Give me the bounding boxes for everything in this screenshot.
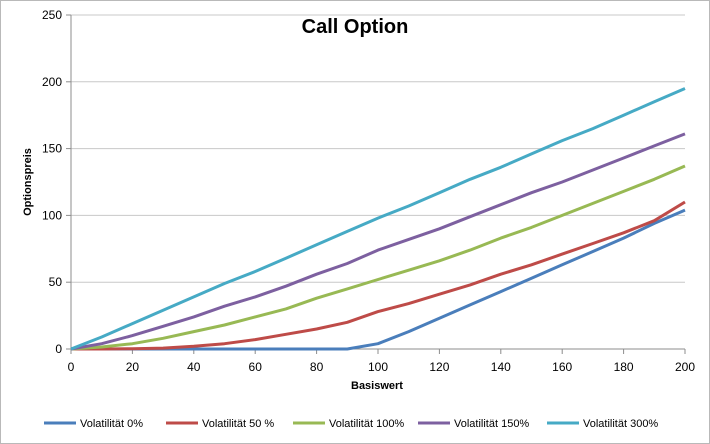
- y-tick-label: 250: [42, 8, 62, 22]
- series-line-5: [70, 87, 686, 351]
- gridlines: [71, 14, 685, 283]
- series-line-4: [70, 132, 686, 351]
- x-tick-label: 80: [310, 360, 324, 374]
- x-tick-label: 100: [368, 360, 388, 374]
- chart-title: Call Option: [302, 16, 409, 38]
- legend: Volatilität 0% Volatilität 50 % Volatilitä…: [44, 418, 658, 430]
- x-tick-label: 0: [68, 360, 75, 374]
- legend-label: Volatilität 300%: [583, 418, 658, 430]
- legend-label: Volatilität 100%: [329, 418, 404, 430]
- y-tick-label: 50: [49, 275, 63, 289]
- x-axis-title: Basiswert: [351, 380, 403, 392]
- x-tick-label: 20: [126, 360, 140, 374]
- x-tick-label: 60: [249, 360, 263, 374]
- legend-label: Volatilität 50 %: [202, 418, 274, 430]
- series-line-3: [70, 164, 686, 351]
- x-tick-label: 160: [552, 360, 572, 374]
- series-lines: [70, 87, 686, 351]
- legend-label: Volatilität 0%: [80, 418, 143, 430]
- y-tick-label: 0: [55, 342, 62, 356]
- x-tick-label: 140: [491, 360, 511, 374]
- legend-label: Volatilität 150%: [454, 418, 529, 430]
- tick-labels: 0 50 100 150 200 250 0 20 40 60 80 100 120 140 160 180 2…: [42, 8, 695, 374]
- y-tick-label: 150: [42, 142, 62, 156]
- x-tick-label: 120: [429, 360, 449, 374]
- y-axis-title: Optionspreis: [22, 148, 34, 216]
- y-tick-label: 200: [42, 75, 62, 89]
- x-tick-label: 180: [614, 360, 634, 374]
- x-tick-label: 200: [675, 360, 695, 374]
- y-tick-label: 100: [42, 208, 62, 222]
- x-tick-label: 40: [187, 360, 201, 374]
- series-line-2: [71, 200, 686, 351]
